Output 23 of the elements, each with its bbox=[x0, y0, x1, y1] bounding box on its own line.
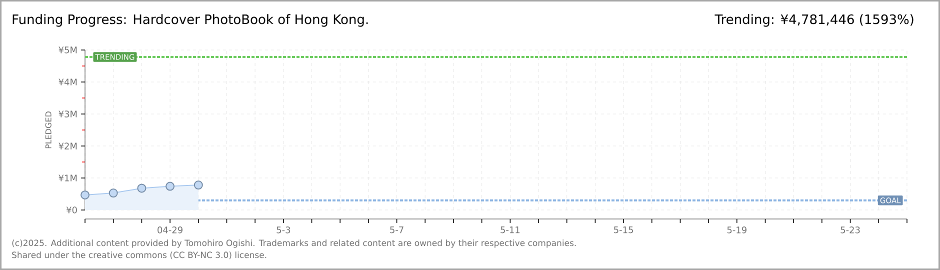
text: Shared under the creative commons (CC BY-NC 3.0) license. bbox=[12, 252, 266, 260]
chart-title: Funding Progress: Hardcover PhotoBook of Hong Kong. bbox=[12, 14, 368, 27]
point bbox=[80, 190, 90, 200]
y-tick-label: ¥0 bbox=[66, 206, 77, 214]
x-tick-label: 5-3 bbox=[276, 226, 290, 234]
point bbox=[137, 184, 146, 193]
y-tick-label: ¥5M bbox=[58, 46, 77, 54]
x-tick-label: 5-11 bbox=[500, 226, 520, 234]
x-tick-label: 5-19 bbox=[727, 226, 746, 234]
y-tick-label: ¥4M bbox=[58, 78, 77, 86]
y-tick-label: ¥3M bbox=[58, 110, 77, 118]
y-axis-title: PLEDGED bbox=[45, 112, 52, 148]
chart-subtitle: Trending: ¥4,781,446 (1593%) bbox=[714, 14, 914, 27]
y-tick-label: ¥1M bbox=[58, 174, 77, 182]
x-tick-label: 5-15 bbox=[614, 226, 633, 234]
text: (c)2025. Additional content provided by Tomohiro Ogishi. Trademarks and related content are owned by their respective companies. bbox=[12, 240, 576, 248]
x-tick-label: 5-7 bbox=[390, 226, 404, 234]
point bbox=[108, 188, 118, 198]
point bbox=[166, 182, 175, 191]
x-tick-label: 5-23 bbox=[840, 226, 860, 234]
y-tick-label: ¥2M bbox=[58, 142, 77, 150]
point bbox=[194, 180, 203, 190]
x-tick-label: 04-29 bbox=[158, 226, 182, 234]
